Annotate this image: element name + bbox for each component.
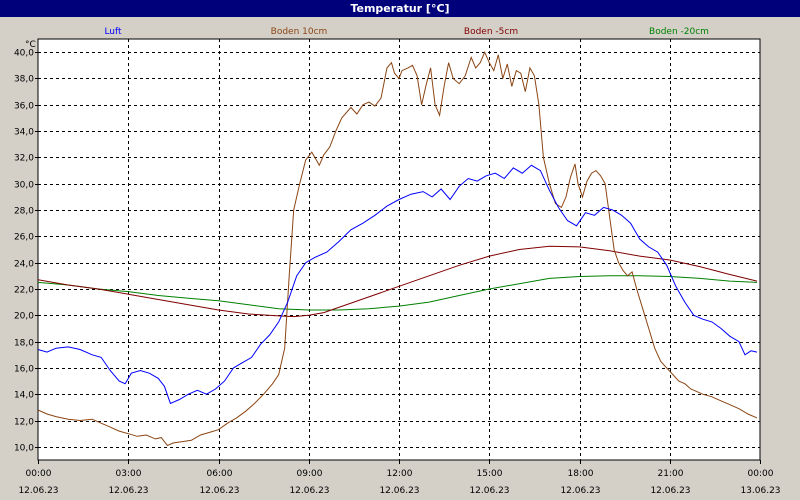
x-axis-ticks: 00:00 12.06.23 03:00 12.06.23 06:00 12.06.23 0… [18, 460, 781, 496]
x-tick-time: 15:00 [477, 469, 503, 479]
legend-entry: Boden -5cm [464, 27, 518, 37]
y-tick-label: 28,0 [14, 207, 34, 217]
x-tick-time: 06:00 [207, 469, 233, 479]
y-tick-label: 24,0 [14, 260, 34, 270]
x-tick-date: 12.06.23 [108, 486, 148, 496]
x-tick-date: 12.06.23 [289, 486, 329, 496]
y-tick-label: 12,0 [14, 418, 34, 428]
y-axis-ticks: 10,0 12,0 14,0 16,0 18,0 20,0 22,0 24,0 26,0 28,0… [14, 49, 38, 454]
x-tick-time: 09:00 [297, 469, 323, 479]
y-tick-label: 32,0 [14, 154, 34, 164]
x-tick-date: 12.06.23 [379, 486, 419, 496]
y-tick-label: 34,0 [14, 128, 34, 138]
legend-entry: Luft [104, 27, 122, 37]
series-line-boden-5cm [37, 245, 758, 318]
legend-entry: Boden 10cm [271, 27, 328, 37]
legend-entry: Boden -20cm [649, 27, 709, 37]
series-lines [37, 50, 758, 447]
legend: Luft Boden 10cm Boden -5cm Boden -20cm [104, 27, 709, 37]
window-title: Temperatur [°C] [0, 0, 800, 17]
y-tick-label: 18,0 [14, 339, 34, 349]
x-tick-date: 12.06.23 [469, 486, 509, 496]
y-tick-label: 30,0 [14, 181, 34, 191]
y-tick-label: 20,0 [14, 312, 34, 322]
x-tick-date: 12.06.23 [560, 486, 600, 496]
x-tick-date: 12.06.23 [650, 486, 690, 496]
x-tick-time: 18:00 [568, 469, 594, 479]
x-tick-time: 12:00 [387, 469, 413, 479]
x-tick-time: 00:00 [26, 469, 52, 479]
y-tick-label: 22,0 [14, 286, 34, 296]
grid-lines [38, 39, 760, 460]
y-tick-label: 26,0 [14, 233, 34, 243]
y-axis-unit: °C [25, 40, 36, 50]
x-tick-time: 21:00 [658, 469, 684, 479]
series-line-boden-10cm [37, 50, 758, 447]
series-line-boden-20cm [37, 275, 758, 311]
y-tick-label: 10,0 [14, 444, 34, 454]
x-tick-time: 03:00 [116, 469, 142, 479]
y-tick-label: 38,0 [14, 75, 34, 85]
y-tick-label: 16,0 [14, 365, 34, 375]
y-tick-label: 36,0 [14, 102, 34, 112]
y-tick-label: 40,0 [14, 49, 34, 59]
x-tick-time: 00:00 [748, 469, 774, 479]
series-line-luft [37, 164, 758, 405]
x-tick-date: 12.06.23 [18, 486, 58, 496]
x-tick-date: 12.06.23 [199, 486, 239, 496]
x-tick-date: 13.06.23 [740, 486, 780, 496]
y-tick-label: 14,0 [14, 391, 34, 401]
